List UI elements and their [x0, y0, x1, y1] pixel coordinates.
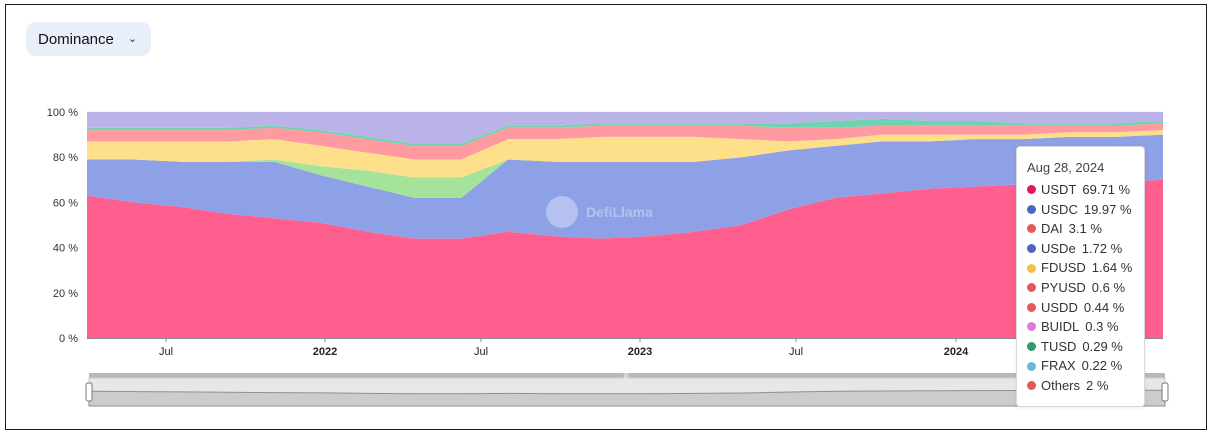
- tooltip-row: PYUSD 0.6 %: [1027, 278, 1144, 298]
- y-tick-label: 100 %: [47, 107, 78, 119]
- tooltip-series-label: Others: [1041, 377, 1081, 393]
- tooltip-row: Others 2 %: [1027, 376, 1144, 396]
- tooltip-series-label: USDT: [1041, 182, 1077, 197]
- dominance-dropdown[interactable]: Dominance ⌄: [26, 22, 152, 56]
- chevron-down-icon: ⌄: [127, 32, 138, 45]
- tooltip-series-value: 69.71 %: [1082, 182, 1131, 197]
- x-tick-label: Jul: [159, 346, 173, 358]
- tooltip-series-value: 1.72 %: [1081, 240, 1123, 256]
- area-usdt: [87, 179, 1163, 338]
- watermark-text: DefiLlama: [586, 204, 653, 220]
- x-tick-label: Jul: [789, 346, 803, 358]
- series-dot-icon: [1027, 204, 1036, 214]
- tooltip-date: Aug 28, 2024: [1027, 160, 1105, 175]
- series-dot-icon: [1027, 263, 1036, 273]
- tooltip-series-value: 3.1 %: [1068, 221, 1102, 237]
- brush-selection[interactable]: [89, 378, 1165, 406]
- y-tick-label: 60 %: [53, 197, 78, 209]
- tooltip-series-label: PYUSD: [1041, 279, 1086, 295]
- series-dot-icon: [1027, 361, 1036, 371]
- series-dot-icon: [1027, 283, 1036, 293]
- series-dot-icon: [1027, 322, 1036, 332]
- series-dot-icon: [1027, 224, 1036, 234]
- area-usdc: [87, 134, 1163, 239]
- tooltip-row: USDT 69.71 %: [1027, 180, 1144, 200]
- tooltip-series-value: 0.29 %: [1082, 338, 1123, 354]
- series-dot-icon: [1027, 342, 1036, 352]
- tooltip-row: FRAX 0.22 %: [1027, 356, 1144, 376]
- tooltip-series-label: BUIDL: [1041, 319, 1080, 335]
- tooltip-series-value: 19.97 %: [1083, 201, 1132, 217]
- y-tick-label: 40 %: [53, 243, 78, 255]
- x-tick-label: 2023: [628, 346, 652, 358]
- brush-handle-left[interactable]: [85, 382, 93, 402]
- area-others: [87, 112, 1163, 144]
- tooltip-row: USDe 1.72 %: [1027, 239, 1144, 259]
- y-tick-label: 80 %: [53, 152, 78, 164]
- tooltip-series-label: USDD: [1041, 299, 1078, 315]
- x-tick-label: Jul: [474, 346, 488, 358]
- series-dot-icon: [1027, 302, 1036, 312]
- y-tick-label: 20 %: [53, 288, 78, 300]
- tooltip-row: DAI 3.1 %: [1027, 219, 1144, 239]
- watermark: DefiLlama: [546, 196, 653, 228]
- tooltip-series-value: 0.22 %: [1081, 358, 1123, 374]
- tooltip-series-value: 0.44 %: [1083, 299, 1125, 315]
- tooltip-series-label: USDC: [1041, 201, 1078, 217]
- tooltip-row: TUSD 0.29 %: [1027, 337, 1144, 357]
- tooltip-series-label: USDe: [1041, 240, 1076, 256]
- area-fdusd: [87, 130, 1163, 178]
- tooltip-series-label: TUSD: [1041, 338, 1077, 354]
- y-tick-label: 0 %: [59, 333, 78, 345]
- series-dot-icon: [1027, 244, 1036, 254]
- tooltip-series-label: FRAX: [1041, 358, 1076, 374]
- defillama-logo-icon: [546, 196, 578, 228]
- tooltip-series-label: FDUSD: [1041, 260, 1086, 276]
- area-tusd: [87, 118, 1163, 146]
- tooltip-row: USDC 19.97 %: [1027, 200, 1144, 220]
- brush-grip-icon: |||: [623, 373, 629, 380]
- tooltip-series-value: 0.6 %: [1091, 279, 1126, 295]
- area-busd: [87, 134, 1163, 198]
- area-dai: [87, 123, 1163, 160]
- tooltip-row: FDUSD 1.64 %: [1027, 258, 1144, 278]
- chart-tooltip: Aug 28, 2024 USDT 69.71 % USDC 19.97 % DAI 3.…: [1016, 146, 1145, 407]
- dropdown-label: Dominance: [38, 30, 114, 48]
- tooltip-row: BUIDL 0.3 %: [1027, 317, 1144, 337]
- x-tick-label: 2022: [313, 346, 337, 358]
- x-tick-label: 2024: [944, 346, 969, 358]
- brush-handle-right[interactable]: [1161, 382, 1169, 402]
- tooltip-row: USDD 0.44 %: [1027, 298, 1144, 318]
- series-dot-icon: [1027, 185, 1036, 195]
- series-dot-icon: [1027, 381, 1036, 391]
- tooltip-series-label: DAI: [1041, 221, 1063, 237]
- tooltip-series-value: 2 %: [1086, 377, 1109, 393]
- brush-top-bar: [89, 373, 1165, 379]
- tooltip-series-value: 1.64 %: [1091, 260, 1133, 276]
- tooltip-series-value: 0.3 %: [1085, 319, 1119, 335]
